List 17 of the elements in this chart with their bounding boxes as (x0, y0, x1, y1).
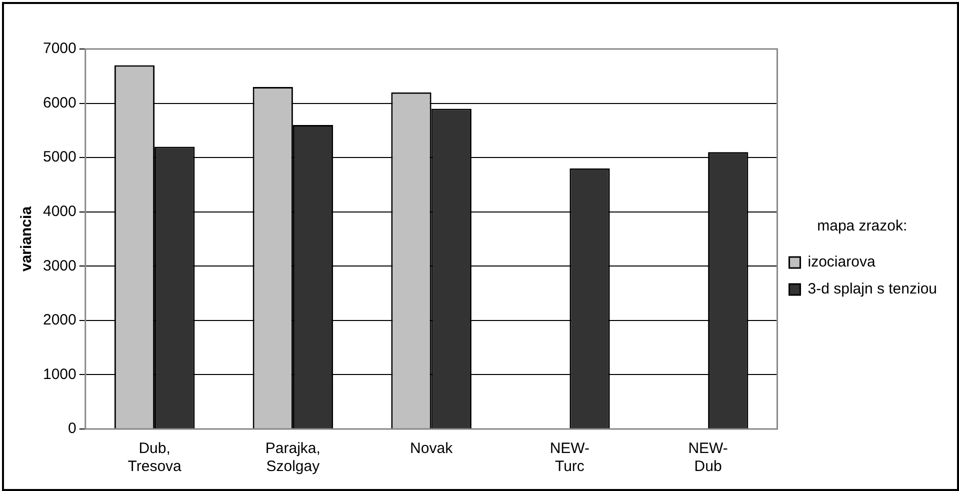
x-tick-label: Dub, Tresova (128, 440, 182, 476)
y-tick-label: 1000 (42, 366, 76, 383)
x-tick-label: Novak (410, 440, 454, 458)
y-tick-label: 6000 (42, 94, 76, 112)
legend-label: izociarova (808, 254, 876, 271)
y-tick-label: 2000 (42, 312, 76, 329)
x-tick-label: Parajka, Szolgay (265, 440, 320, 476)
y-tick-label: 4000 (42, 203, 76, 220)
legend-title: mapa zrazok: (817, 218, 908, 235)
x-tick-label: NEW- Turc (550, 440, 590, 476)
y-axis-title: variancia (18, 206, 36, 272)
y-tick-label: 7000 (42, 40, 76, 58)
y-tick-label: 3000 (42, 257, 76, 274)
x-tick-label: NEW- Dub (688, 440, 728, 476)
legend-label: 3-d splajn s tenziou (808, 280, 938, 298)
y-tick-label: 5000 (42, 148, 76, 166)
y-tick-label: 0 (68, 420, 76, 438)
